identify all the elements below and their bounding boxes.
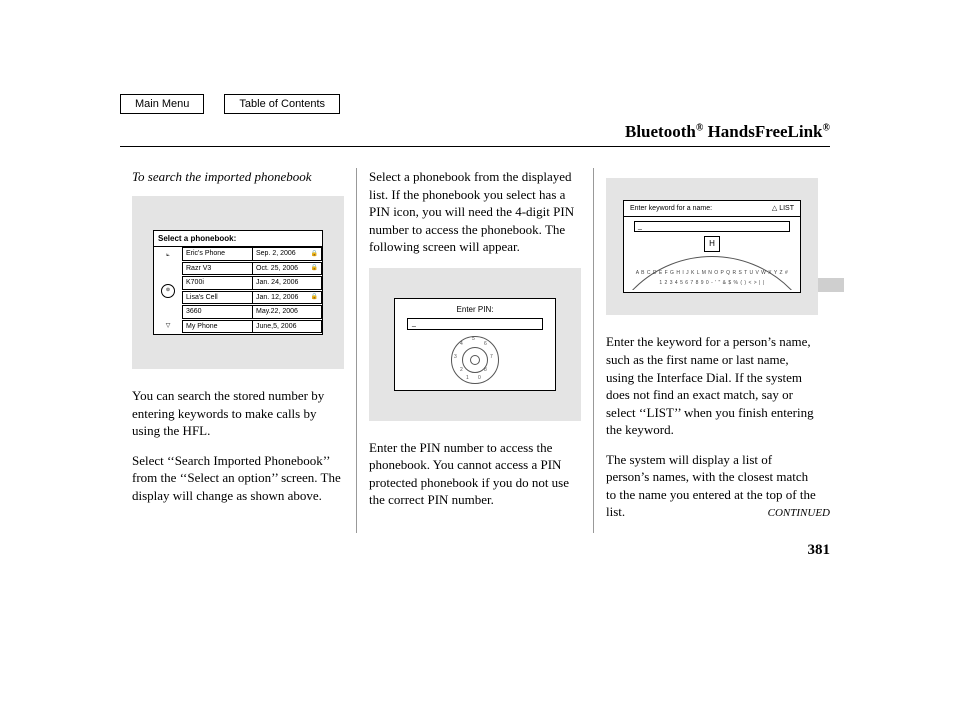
screen-phonebook: Select a phonebook: ⟀ ⊚ ▽ Eric's PhoneSe…	[153, 230, 323, 335]
lock-icon: 🔒	[311, 264, 318, 272]
body-text: Select ‘‘Search Imported Phonebook’’ fro…	[132, 452, 344, 505]
keyword-title: Enter keyword for a name:	[630, 204, 712, 213]
page-title: Bluetooth® HandsFreeLink®	[625, 122, 830, 142]
phonebook-name: 3660	[182, 305, 252, 318]
rotary-dial-icon: 5 6 4 3 7 2 8 1 0	[451, 336, 499, 384]
title-text-a: Bluetooth	[625, 122, 696, 141]
main-menu-button[interactable]: Main Menu	[120, 94, 204, 114]
phonebook-row: 3660May.22, 2006	[182, 305, 322, 319]
dial-icon: ⊚	[161, 284, 175, 298]
pin-dial-area: 5 6 4 3 7 2 8 1 0	[395, 336, 555, 390]
phonebook-date: Jan. 24, 2006	[252, 276, 322, 289]
keyword-cursor: _	[638, 222, 642, 231]
reg-mark-icon: ®	[823, 122, 830, 133]
column-1: To search the imported phonebook Select …	[120, 168, 356, 533]
column-3: Enter keyword for a name: △ LIST _ H A B…	[593, 168, 830, 533]
phonebook-name: K700i	[182, 276, 252, 289]
lock-icon: 🔒	[311, 293, 318, 301]
screen-left-icons: ⟀ ⊚ ▽	[154, 247, 182, 334]
body-text: Select a phonebook from the displayed li…	[369, 168, 581, 256]
figure-phonebook-list: Select a phonebook: ⟀ ⊚ ▽ Eric's PhoneSe…	[132, 196, 344, 369]
keyword-title-row: Enter keyword for a name: △ LIST	[624, 201, 800, 217]
title-text-b: HandsFreeLink	[703, 122, 822, 141]
phonebook-date: Jan. 12, 2006🔒	[252, 291, 322, 304]
alphabet-row: A B C D E F G H I J K L M N O P Q R S T …	[630, 270, 794, 277]
body-text: Enter the PIN number to access the phone…	[369, 439, 581, 509]
keyword-input-box: _	[634, 221, 790, 232]
pin-input-box: _	[407, 318, 543, 330]
figure-pin-entry: Enter PIN: _ 5 6 4 3 7 2 8 1 0	[369, 268, 581, 421]
phonebook-date: May.22, 2006	[252, 305, 322, 318]
down-icon: ▽	[166, 322, 171, 330]
phonebook-date: June,5, 2006	[252, 320, 322, 333]
body-text: You can search the stored number by ente…	[132, 387, 344, 440]
phonebook-date: Sep. 2, 2006🔒	[252, 247, 322, 260]
column-2: Select a phonebook from the displayed li…	[356, 168, 593, 533]
keyword-arc: A B C D E F G H I J K L M N O P Q R S T …	[630, 256, 794, 290]
list-icon: △ LIST	[772, 204, 794, 213]
content-columns: To search the imported phonebook Select …	[120, 168, 830, 533]
phonebook-row: Eric's PhoneSep. 2, 2006🔒	[182, 247, 322, 261]
screen-keyword: Enter keyword for a name: △ LIST _ H A B…	[623, 200, 801, 293]
lock-icon: 🔒	[311, 250, 318, 258]
phonebook-row: My PhoneJune,5, 2006	[182, 320, 322, 334]
figure-keyword-entry: Enter keyword for a name: △ LIST _ H A B…	[606, 178, 818, 315]
selected-letter: H	[704, 236, 720, 252]
antenna-icon: ⟀	[166, 251, 170, 259]
phonebook-name: Lisa's Cell	[182, 291, 252, 304]
continued-label: CONTINUED	[768, 507, 830, 519]
pin-label: Enter PIN:	[395, 299, 555, 318]
pin-cursor: _	[412, 319, 416, 328]
toc-button[interactable]: Table of Contents	[224, 94, 340, 114]
screen-title: Select a phonebook:	[154, 231, 322, 248]
phonebook-row: Lisa's CellJan. 12, 2006🔒	[182, 291, 322, 305]
phonebook-name: Razr V3	[182, 262, 252, 275]
phonebook-date: Oct. 25, 2006🔒	[252, 262, 322, 275]
nav-buttons: Main Menu Table of Contents	[120, 94, 340, 114]
phonebook-name: Eric's Phone	[182, 247, 252, 260]
numbers-row: 1 2 3 4 5 6 7 8 9 0 - ' " & $ % ( ) < > …	[630, 280, 794, 287]
phonebook-row: K700iJan. 24, 2006	[182, 276, 322, 290]
phonebook-name: My Phone	[182, 320, 252, 333]
header-rule	[120, 146, 830, 147]
phonebook-list: Eric's PhoneSep. 2, 2006🔒Razr V3Oct. 25,…	[182, 247, 322, 334]
phonebook-row: Razr V3Oct. 25, 2006🔒	[182, 262, 322, 276]
subheading: To search the imported phonebook	[132, 168, 344, 186]
screen-pin: Enter PIN: _ 5 6 4 3 7 2 8 1 0	[394, 298, 556, 391]
body-text: Enter the keyword for a person’s name, s…	[606, 333, 818, 438]
page-number: 381	[808, 542, 831, 559]
manual-page: Main Menu Table of Contents Bluetooth ® H…	[0, 0, 954, 710]
